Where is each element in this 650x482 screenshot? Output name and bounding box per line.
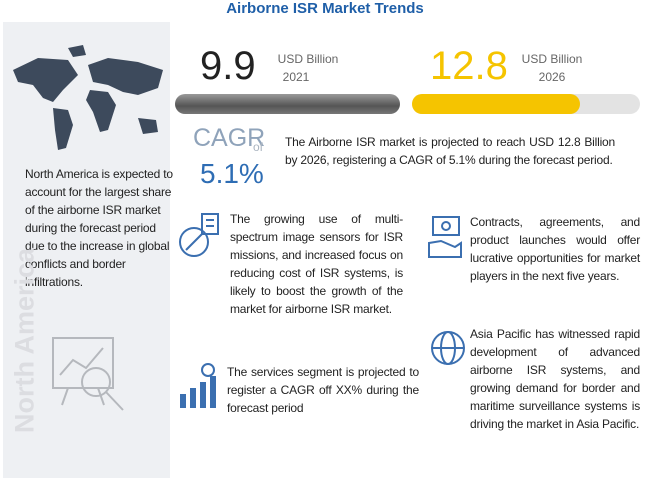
stat-value: 12.8 bbox=[430, 44, 508, 88]
cagr-value: 5.1% bbox=[200, 158, 264, 189]
sensor-icon bbox=[179, 213, 219, 257]
cagr-label: CAGR bbox=[193, 124, 266, 152]
stat-year: 2026 bbox=[538, 70, 566, 84]
growth-icon bbox=[180, 363, 216, 408]
stat-year: 2021 bbox=[282, 70, 310, 84]
analysis-icon bbox=[52, 337, 124, 411]
region-label: North America bbox=[9, 247, 40, 434]
summary: The Airborne ISR market is projected to … bbox=[285, 135, 615, 167]
bar-2021 bbox=[175, 94, 400, 114]
point-text: The services segment is projected to reg… bbox=[227, 365, 419, 415]
point-text: Asia Pacific has witnessed rapid develop… bbox=[470, 327, 640, 431]
left-text: North America is expected to account for… bbox=[25, 167, 173, 289]
cagr-of: of bbox=[253, 140, 264, 154]
bar-2026 bbox=[412, 94, 580, 114]
point-text: Contracts, agreements, and product launc… bbox=[470, 215, 640, 283]
title: Airborne ISR Market Trends bbox=[226, 0, 424, 17]
globe-icon bbox=[431, 331, 465, 365]
world-map bbox=[13, 45, 163, 150]
stat-unit: USD Billion bbox=[521, 52, 583, 66]
money-icon bbox=[428, 216, 462, 258]
left-panel bbox=[3, 22, 170, 478]
stat-value: 9.9 bbox=[200, 44, 256, 88]
point-text: The growing use of multi-spectrum image … bbox=[230, 212, 403, 316]
stat-unit: USD Billion bbox=[277, 52, 339, 66]
